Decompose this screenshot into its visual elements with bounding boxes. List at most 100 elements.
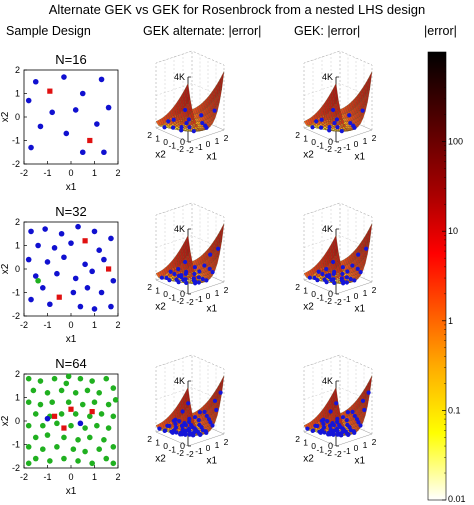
sample-point (32, 411, 39, 417)
y-tick-label: 0 (15, 112, 20, 122)
surface-point (319, 125, 324, 130)
y-tick-label: 1 (155, 438, 160, 448)
x-tick-label: 1 (363, 440, 368, 450)
x-tick-label: -2 (334, 449, 342, 459)
sample-point (110, 277, 117, 284)
y-axis-label: x2 (0, 263, 11, 274)
y-tick-label: 0 (163, 441, 168, 451)
sample-point (32, 434, 39, 441)
sample-point (51, 413, 58, 419)
surface-sample-points (307, 246, 369, 286)
sample-point (47, 88, 53, 94)
surface-point (197, 269, 202, 274)
sample-point (25, 97, 32, 104)
surface-point (192, 429, 197, 435)
surface-point (345, 410, 350, 415)
y-tick-label: 1 (15, 89, 20, 99)
surface-point (210, 423, 215, 428)
y-tick-label: -1 (316, 293, 324, 303)
surface-point (199, 113, 204, 118)
surface-point (326, 432, 331, 437)
colorbar-tick-label: 100 (448, 137, 463, 147)
sample-point (28, 228, 34, 235)
sample-point (110, 444, 117, 450)
sample-point (98, 76, 105, 83)
surface-point (191, 129, 196, 134)
x-axis-label: x1 (355, 303, 366, 314)
surface-point (348, 276, 353, 282)
y-axis-label: x2 (155, 453, 166, 464)
y-tick-label: 2 (295, 130, 300, 140)
y-tick-label: 1 (155, 286, 160, 296)
z-tick-label: 0 (180, 441, 185, 451)
surface-point (352, 278, 357, 283)
surface-point (203, 123, 208, 128)
sample-point (49, 109, 55, 116)
surface-point (183, 277, 188, 282)
z-tick-label: 0 (180, 289, 185, 299)
surface-point (327, 125, 332, 130)
surface-point (186, 117, 191, 122)
surface-point (350, 409, 355, 414)
surface-point (315, 278, 320, 283)
x-tick-label: -1 (43, 168, 51, 178)
surface-point (340, 271, 345, 277)
surface-point (327, 128, 332, 133)
sample-point (87, 434, 93, 441)
surface-point (341, 281, 346, 286)
column-title-gek-alternate: GEK alternate: |error| (143, 24, 262, 38)
surface-point (334, 401, 339, 406)
sample-point (61, 74, 67, 80)
x-tick-label: -1 (43, 320, 51, 330)
surface-point (202, 409, 207, 414)
surface-point (328, 409, 333, 414)
surface-point (335, 125, 340, 130)
surface-facet (219, 223, 225, 245)
x-tick-label: -1 (343, 446, 351, 456)
surface-point (165, 423, 170, 428)
x-tick-label: -1 (195, 294, 203, 304)
surface-point (176, 266, 181, 272)
surface-point (311, 428, 316, 433)
surface-point (332, 280, 337, 286)
x-tick-label: -1 (343, 142, 351, 152)
surface-point (339, 129, 344, 134)
sample-design-title: N=64 (55, 356, 86, 371)
surface-point (179, 274, 184, 280)
x-tick-label: 1 (363, 136, 368, 146)
surface-point (204, 413, 209, 419)
y-axis-label: x2 (303, 301, 314, 312)
y-axis-label: x2 (0, 111, 11, 122)
sample-point (68, 422, 74, 429)
y-tick-label: -1 (168, 293, 176, 303)
colorbar-tick-label: 10 (448, 226, 458, 236)
surface-point (164, 275, 169, 280)
sample-point (77, 420, 84, 427)
surface-point (352, 413, 357, 419)
y-tick-label: 2 (295, 282, 300, 292)
sample-point (32, 273, 39, 279)
colorbar-tick-label: 1 (448, 316, 453, 326)
y-tick-label: 1 (15, 393, 20, 403)
surface-point (218, 390, 223, 395)
z-tick-label: 4K (174, 376, 185, 386)
surface-point (340, 415, 346, 420)
z-tick-label: 4K (322, 72, 333, 82)
sample-point (75, 437, 81, 443)
surface-point (198, 432, 203, 437)
sample-point (61, 434, 67, 441)
surface-point (172, 428, 177, 433)
sample-point (89, 460, 95, 467)
x-tick-label: 0 (68, 320, 73, 330)
surface-point (212, 398, 218, 403)
surface-point (162, 125, 167, 130)
sample-point (96, 247, 102, 253)
surface-point (202, 263, 207, 268)
surface-point (179, 125, 184, 130)
sample-point (61, 425, 67, 431)
x-tick-label: -2 (186, 297, 194, 307)
sample-point (79, 90, 86, 97)
surface-point (192, 265, 197, 270)
x-tick-label: 1 (363, 288, 368, 298)
